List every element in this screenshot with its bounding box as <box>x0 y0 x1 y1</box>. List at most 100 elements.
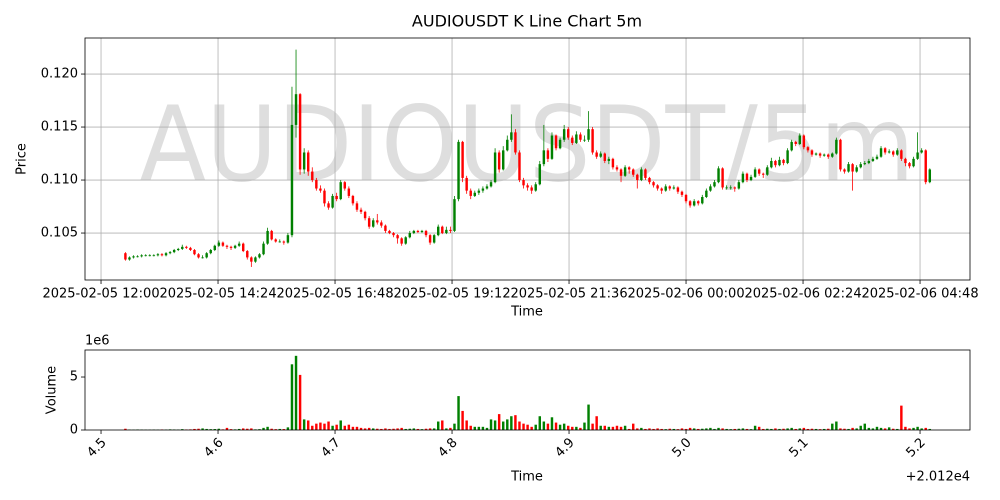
volume-bar <box>209 429 212 430</box>
volume-bar <box>644 428 647 430</box>
volume-bar <box>676 429 680 430</box>
candle-body <box>741 173 745 183</box>
candle-body <box>493 152 497 183</box>
volume-bar <box>258 429 261 430</box>
volume-bar <box>428 428 432 430</box>
volume-offset-label: 1e6 <box>85 334 110 349</box>
candle-body <box>489 182 493 187</box>
candle-body <box>217 242 221 246</box>
candle-body <box>351 195 355 204</box>
volume-bar <box>205 428 208 430</box>
volume-bar <box>770 428 773 430</box>
candle-body <box>530 187 533 191</box>
volume-bar <box>627 428 631 430</box>
candle-body <box>599 153 602 157</box>
volume-bar <box>587 404 590 430</box>
candle-body <box>835 139 838 154</box>
y-tick-label: 0.105 <box>41 226 78 241</box>
candle-body <box>510 132 513 140</box>
candle-body <box>839 139 842 170</box>
candle-body <box>477 190 481 193</box>
volume-bar <box>554 422 558 430</box>
candle-body <box>843 169 846 172</box>
y-tick-label: 0 <box>70 423 78 438</box>
candle-body <box>904 158 907 164</box>
volume-bar <box>733 428 737 430</box>
candle-body <box>424 230 428 236</box>
volume-bar <box>457 396 460 430</box>
candle-body <box>278 241 282 243</box>
volume-bar <box>506 419 509 430</box>
candle-body <box>883 148 887 153</box>
plot-frame <box>84 349 971 431</box>
candle-body <box>241 243 245 252</box>
volume-bar <box>615 425 619 430</box>
candle-body <box>648 177 651 183</box>
volume-bar <box>692 428 696 430</box>
volume-bar <box>632 423 635 430</box>
candle-body <box>786 150 789 164</box>
candle-body <box>473 192 477 196</box>
volume-bar <box>648 428 651 430</box>
candle-body <box>441 226 444 234</box>
candle-body <box>875 156 879 159</box>
candle-body <box>258 254 261 258</box>
volume-bar <box>319 422 322 430</box>
candle-body <box>185 246 188 248</box>
volume-bar <box>652 428 655 430</box>
volume-bar <box>250 428 253 430</box>
volume-bar <box>262 427 265 430</box>
candle-body <box>887 151 891 153</box>
volume-bar <box>636 428 639 430</box>
volume-bar <box>831 423 834 430</box>
candle-body <box>437 226 440 236</box>
volume-bar <box>879 427 883 430</box>
volume-bar <box>810 428 814 430</box>
volume-bar <box>790 427 793 430</box>
candle-body <box>286 235 290 243</box>
volume-bar <box>282 429 286 430</box>
x-tick-label: 4.8 <box>435 435 460 460</box>
volume-bar <box>396 428 399 430</box>
volume-bar <box>806 428 810 430</box>
volume-bar <box>290 364 294 430</box>
candle-body <box>233 245 237 248</box>
volume-bar <box>197 428 200 430</box>
candle-body <box>168 252 172 254</box>
plot-frame <box>84 37 971 281</box>
x-tick-label: 4.6 <box>201 435 226 460</box>
volume-bar <box>461 410 464 430</box>
volume-bar <box>372 428 375 430</box>
volume-bar <box>229 429 233 430</box>
volume-bar <box>757 426 761 430</box>
volume-bar <box>400 427 403 430</box>
candle-body <box>254 257 257 262</box>
volume-bar <box>640 427 643 430</box>
volume-bar <box>497 414 501 430</box>
candle-body <box>274 239 277 242</box>
volume-bar <box>469 425 472 430</box>
volume-bar <box>237 428 241 430</box>
volume-bar <box>510 416 513 430</box>
y-tick-label: 0.115 <box>41 120 78 135</box>
volume-bar <box>684 428 688 430</box>
volume-bar <box>916 426 919 430</box>
candle-body <box>181 246 184 249</box>
volume-bar <box>847 428 850 430</box>
candle-body <box>660 188 663 191</box>
volume-bar <box>883 428 887 430</box>
volume-bar <box>558 424 562 430</box>
volume-bar <box>384 428 387 430</box>
volume-bar <box>526 424 529 430</box>
watermark: AUDIOUSDT/5m <box>140 83 915 205</box>
volume-bar <box>534 424 537 430</box>
candle-body <box>587 129 590 140</box>
volume-bar <box>705 428 708 430</box>
volume-bar <box>331 425 334 430</box>
candle-body <box>522 180 525 186</box>
candle-body <box>197 254 200 258</box>
candle-body <box>879 148 883 157</box>
candle-body <box>632 169 635 175</box>
volume-bar <box>343 425 347 430</box>
volume-bar <box>619 426 623 430</box>
